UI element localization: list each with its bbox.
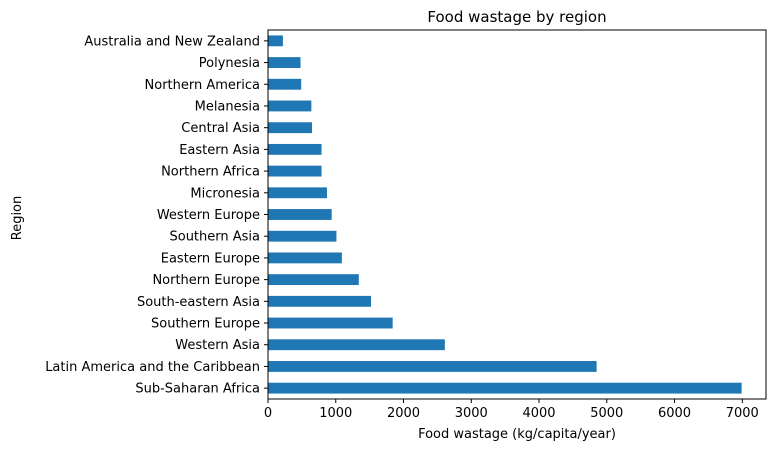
bar [268, 122, 313, 134]
y-tick-label: Northern Europe [152, 273, 260, 288]
bar [268, 382, 742, 394]
bar [268, 230, 337, 242]
y-tick-label: Southern Europe [151, 317, 260, 332]
y-tick-label: Melanesia [195, 99, 260, 114]
y-tick-label: Micronesia [190, 186, 260, 201]
y-tick-label: Northern America [145, 78, 260, 93]
bar [268, 252, 342, 264]
bar [268, 143, 322, 155]
x-tick-label: 5000 [590, 406, 623, 421]
y-tick-label: Polynesia [199, 56, 260, 71]
x-tick-label: 7000 [726, 406, 759, 421]
y-tick-label: Western Europe [157, 208, 260, 223]
bar [268, 165, 322, 177]
x-tick-label: 1000 [319, 406, 352, 421]
x-tick-label: 0 [264, 406, 272, 421]
y-tick-label: South-eastern Asia [137, 295, 260, 310]
y-tick-label: Eastern Asia [179, 143, 260, 158]
bar [268, 35, 283, 47]
x-axis-label: Food wastage (kg/capita/year) [418, 427, 616, 442]
y-tick-label: Southern Asia [169, 230, 260, 245]
y-tick-label: Sub-Saharan Africa [135, 382, 260, 397]
y-tick-label: Latin America and the Caribbean [45, 360, 260, 375]
bar [268, 295, 371, 307]
bar [268, 209, 332, 220]
bar [268, 57, 301, 68]
y-tick-label: Western Asia [175, 338, 260, 353]
y-axis-label: Region [10, 196, 25, 241]
bar [268, 78, 302, 90]
plot-frame [267, 29, 767, 400]
bar [268, 187, 327, 199]
bar [268, 100, 312, 112]
bar [268, 339, 445, 351]
y-tick-label: Australia and New Zealand [84, 34, 260, 49]
y-tick-label: Northern Africa [161, 165, 260, 180]
bar [268, 361, 597, 372]
bar [268, 317, 393, 329]
chart-title: Food wastage by region [427, 8, 606, 26]
y-tick-label: Eastern Europe [161, 251, 260, 266]
y-tick-label: Central Asia [181, 121, 260, 136]
x-tick-label: 6000 [658, 406, 691, 421]
x-tick-label: 3000 [455, 406, 488, 421]
x-tick-label: 4000 [522, 406, 555, 421]
x-tick-label: 2000 [387, 406, 420, 421]
plot-area: Sub-Saharan Africa Latin America and the … [45, 29, 767, 421]
bar [268, 274, 359, 286]
